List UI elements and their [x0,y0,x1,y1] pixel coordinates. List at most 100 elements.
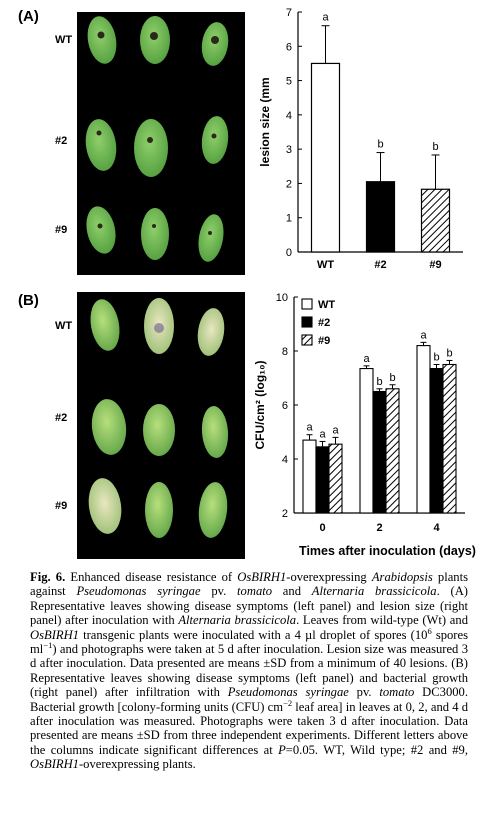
leaf-photo-b-drawing [88,298,229,538]
caption-run: −2 [283,697,293,708]
significance-letter: a [306,422,313,434]
caption-run: Pseudomonas syringae [76,584,201,599]
caption-run: . Leaves from wild-type (Wt) and [296,613,468,628]
caption-run: =0.05. WT, Wild type; #2 and #9, [285,742,468,757]
caption-run: ) and photographs were taken at 5 d afte… [30,642,468,700]
significance-letter: a [322,12,329,24]
legend-swatch-#9 [301,334,313,346]
panel-a-label: (A) [18,8,39,25]
bar-#2-day-2 [372,390,387,514]
caption-run: Pseudomonas syringae [227,685,349,700]
bar-#9 [420,188,451,253]
bar-#9-day-4 [442,363,457,514]
bar-#2-day-0 [315,446,330,514]
legend-swatch-#2 [301,316,313,328]
bar-WT-day-2 [359,368,374,514]
bar-WT-day-4 [416,345,431,514]
y-tick-label: 1 [286,213,292,225]
legend-swatch-WT [301,298,313,310]
significance-letter: a [420,329,427,341]
panel-a-row-label-wt: WT [55,34,73,46]
chart-lesion-size: 0 1 2 3 4 5 6 7 lesion size (mm a WT b #2 b #9 [258,7,463,271]
significance-letter: a [363,353,370,365]
y-tick-label: 4 [286,110,292,122]
x-tick-label: 4 [433,522,440,534]
x-tick-label: 2 [376,522,382,534]
y-tick-label: 4 [282,454,288,466]
caption-run: OsBIRH1 [30,627,79,642]
panel-b-row-label-wt: WT [55,320,73,332]
x-tick-label: #2 [374,259,386,271]
panel-b-label: (B) [18,292,39,309]
panel-b-leaf-photo [77,292,245,559]
caption-run: plants against [30,570,469,599]
leaf-row-9 [86,206,224,262]
y-tick-label: 2 [282,508,288,520]
significance-letter: b [433,352,439,364]
bar-#2 [365,181,396,253]
caption-run: -overexpressing [286,570,372,584]
leaf-row-2-b [91,399,229,458]
leaf-photo-a-drawing [85,16,229,262]
legend-label: #9 [318,335,330,347]
x-tick-label: 0 [319,522,325,534]
leaf-row-wt [87,16,229,66]
y-tick-label: 0 [286,247,292,259]
panel-a-row-label-2: #2 [55,135,68,147]
caption-run: and [272,584,312,599]
caption-run: . (A) Representative leaves showing dise… [30,584,469,628]
leaf-row-9-b [88,478,228,538]
legend-label: WT [318,299,335,311]
caption-run: Alternaria brassicicola [178,613,297,628]
significance-letter: b [389,372,395,384]
caption-run: spores ml [30,627,468,657]
x-axis-label: Times after inoculation (days) [299,544,476,558]
figure-caption: Fig. 6. Enhanced disease resistance of O… [30,570,468,772]
panel-a-leaf-photo [77,12,245,275]
bar-WT [310,62,341,253]
panel-a-row-label-9: #9 [55,224,68,236]
y-tick-label: 10 [276,292,288,304]
caption-run: DC3000. Bacterial growth [colony-forming… [30,685,468,714]
significance-letter: a [319,428,326,440]
caption-run: P [278,742,286,757]
y-axis-label: lesion size (mm [258,77,272,166]
panel-b-row-label-9: #9 [55,500,68,512]
caption-run: tomato [237,584,273,599]
leaf-row-2 [85,116,229,177]
caption-run: leaf area] in leaves at 0, 2, and 4 d af… [30,699,468,757]
significance-letter: b [432,141,438,153]
y-tick-label: 6 [286,41,292,53]
y-tick-label: 6 [282,400,288,412]
caption-run: tomato [379,685,415,700]
significance-letter: b [446,347,452,359]
y-axis-label: CFU/cm² (log₁₀) [253,360,267,449]
caption-run: pv. [200,584,238,599]
y-tick-label: 8 [282,346,288,358]
significance-letter: a [332,424,339,436]
y-tick-label: 2 [286,178,292,190]
caption-run: OsBIRH1 [237,570,287,584]
leaf-row-wt-b [90,298,225,356]
y-tick-label: 7 [286,7,292,19]
caption-run: Enhanced disease resistance of [65,570,238,584]
x-tick-label: WT [317,259,334,271]
y-tick-label: 3 [286,144,292,156]
legend-label: #2 [318,317,330,329]
bar-#9-day-0 [328,443,343,514]
caption-run: pv. [348,685,380,700]
caption-run: transgenic plants were inoculated with a… [78,627,428,642]
significance-letter: b [376,376,382,388]
significance-letter: b [377,139,383,151]
panel-b-row-label-2: #2 [55,412,68,424]
caption-run: OsBIRH1 [30,757,79,772]
x-tick-label: #9 [429,259,441,271]
caption-run: -overexpressing plants. [78,757,196,772]
y-tick-label: 5 [286,76,292,88]
figure-number: Fig. 6. [30,570,66,584]
caption-text: Enhanced disease resistance of OsBIRH1-o… [30,570,468,771]
bar-WT-day-0 [302,439,317,514]
bar-#2-day-4 [429,368,444,514]
caption-run: −1 [43,639,53,650]
